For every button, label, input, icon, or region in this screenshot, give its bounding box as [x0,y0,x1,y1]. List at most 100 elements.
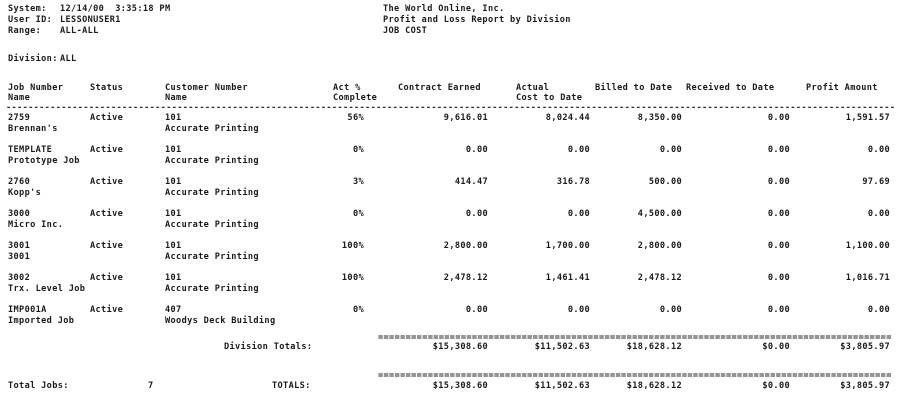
division-label: Division: [8,54,58,64]
table-row-contract-earned: 414.47 [454,177,488,187]
company-name: The World Online, Inc. [383,4,505,14]
table-row-status: Active [90,241,124,251]
table-row-act-pct: 0% [352,305,364,315]
table-row-customer-number: 407 [165,305,182,315]
grand-totals-billed-to-date: $18,628.12 [626,381,682,391]
table-row-job-name: Micro Inc. [8,220,64,230]
table-row-job-name: Trx. Level Job [8,284,86,294]
table-row-profit-amount: 0.00 [867,145,890,155]
header-separator-rule: ----------------------------------------… [6,104,894,112]
table-row-received-to-date: 0.00 [767,305,790,315]
table-row-status: Active [90,305,124,315]
total-jobs-label: Total Jobs: [8,381,69,391]
header-range-label: Range: [8,26,42,36]
header-userid-label: User ID: [8,15,53,25]
grand-totals-label: TOTALS: [272,381,311,391]
grand-totals-contract-earned: $15,308.60 [432,381,488,391]
division-totals-profit-amount: $3,805.97 [840,342,890,352]
division-totals-label: Division Totals: [224,342,313,352]
table-row-job-name: 3001 [8,252,31,262]
table-row-customer-name: Woodys Deck Building [165,316,276,326]
table-row-billed-to-date: 500.00 [648,177,682,187]
table-row-act-pct: 3% [352,177,364,187]
table-row-billed-to-date: 2,800.00 [637,241,682,251]
table-row-act-pct: 0% [352,145,364,155]
table-row-job-number: 3000 [8,209,31,219]
table-row-customer-number: 101 [165,113,182,123]
table-row-status: Active [90,273,124,283]
table-row-customer-name: Accurate Printing [165,156,259,166]
column-header-actual: Actual [516,83,550,93]
table-row-contract-earned: 2,478.12 [443,273,488,283]
table-row-actual-cost: 1,461.41 [545,273,590,283]
table-row-billed-to-date: 4,500.00 [637,209,682,219]
table-row-actual-cost: 0.00 [567,145,590,155]
header-userid-value: LESSONUSER1 [60,15,121,25]
table-row-contract-earned: 0.00 [465,209,488,219]
table-row-contract-earned: 9,616.01 [443,113,488,123]
table-row-customer-number: 101 [165,209,182,219]
table-row-profit-amount: 0.00 [867,305,890,315]
table-row-status: Active [90,145,124,155]
table-row-act-pct: 56% [347,113,364,123]
column-header-profit-amount: Profit Amount [806,83,878,93]
table-row-customer-number: 101 [165,177,182,187]
table-row-customer-name: Accurate Printing [165,188,259,198]
total-jobs-value: 7 [148,381,154,391]
division-totals-contract-earned: $15,308.60 [432,342,488,352]
grand-totals-actual-cost: $11,502.63 [534,381,590,391]
column-header-job-number: Job Number [8,83,64,93]
table-row-job-name: Prototype Job [8,156,80,166]
table-row-contract-earned: 0.00 [465,305,488,315]
table-row-job-name: Brennan's [8,124,58,134]
grand-totals-profit-amount: $3,805.97 [840,381,890,391]
division-totals-actual-cost: $11,502.63 [534,342,590,352]
column-header-contract-earned: Contract Earned [398,83,481,93]
table-row-actual-cost: 8,024.44 [545,113,590,123]
division-totals-received-to-date: $0.00 [762,342,790,352]
table-row-profit-amount: 1,016.71 [845,273,890,283]
table-row-act-pct: 100% [341,273,364,283]
table-row-customer-name: Accurate Printing [165,124,259,134]
table-row-received-to-date: 0.00 [767,113,790,123]
table-row-contract-earned: 0.00 [465,145,488,155]
column-header-name: Name [8,93,31,103]
table-row-job-name: Kopp's [8,188,42,198]
report-module: JOB COST [383,26,428,36]
table-row-billed-to-date: 8,350.00 [637,113,682,123]
table-row-customer-name: Accurate Printing [165,220,259,230]
report-title: Profit and Loss Report by Division [383,15,571,25]
column-header-received-to-date: Received to Date [686,83,775,93]
table-row-status: Active [90,177,124,187]
table-row-job-number: 2760 [8,177,31,187]
table-row-act-pct: 0% [352,209,364,219]
column-header-customer-name: Name [165,93,188,103]
header-system-label: System: [8,4,47,14]
table-row-actual-cost: 0.00 [567,209,590,219]
division-totals-rule: ========================================… [378,334,892,342]
column-header-act-pct: Act % [333,83,361,93]
table-row-job-number: 2759 [8,113,31,123]
header-range-value: ALL-ALL [60,26,99,36]
table-row-customer-name: Accurate Printing [165,284,259,294]
table-row-billed-to-date: 0.00 [659,305,682,315]
table-row-actual-cost: 316.78 [556,177,590,187]
table-row-received-to-date: 0.00 [767,145,790,155]
table-row-received-to-date: 0.00 [767,209,790,219]
table-row-billed-to-date: 0.00 [659,145,682,155]
table-row-act-pct: 100% [341,241,364,251]
division-value: ALL [60,54,77,64]
table-row-received-to-date: 0.00 [767,241,790,251]
table-row-profit-amount: 1,100.00 [845,241,890,251]
table-row-job-number: 3001 [8,241,31,251]
table-row-job-number: IMP001A [8,305,47,315]
table-row-contract-earned: 2,800.00 [443,241,488,251]
column-header-status: Status [90,83,124,93]
table-row-actual-cost: 0.00 [567,305,590,315]
table-row-received-to-date: 0.00 [767,273,790,283]
column-header-customer-number: Customer Number [165,83,248,93]
header-system-value: 12/14/00 3:35:18 PM [60,4,171,14]
table-row-actual-cost: 1,700.00 [545,241,590,251]
grand-totals-rule: ========================================… [378,372,892,380]
